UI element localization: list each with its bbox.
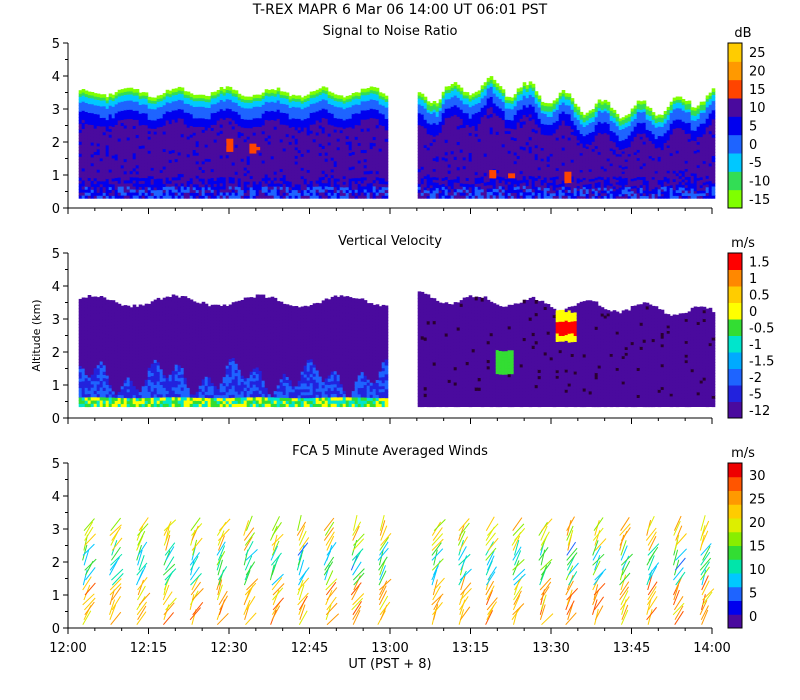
- figure: T-REX MAPR 6 Mar 06 14:00 UT 06:01 PST 0…: [0, 0, 800, 700]
- snr-cell: [460, 88, 464, 92]
- snr-cell: [502, 89, 506, 93]
- snr-cell: [385, 133, 389, 136]
- y-tick-label: 5: [52, 37, 60, 52]
- snr-cell: [385, 184, 389, 187]
- snr-cell: [286, 93, 290, 97]
- y-tick-label: 1: [52, 169, 60, 184]
- snr-cell: [136, 89, 140, 93]
- snr-cell: [385, 96, 389, 99]
- snr-cell: [385, 158, 389, 161]
- snr-cell: [385, 190, 389, 193]
- snr-field: [79, 76, 716, 199]
- snr-cell: [385, 195, 389, 198]
- snr-cell: [493, 80, 497, 84]
- snr-cell: [385, 121, 389, 124]
- snr-cell: [385, 127, 389, 130]
- snr-cell: [499, 86, 503, 90]
- snr-cell: [385, 107, 389, 110]
- snr-cell: [421, 94, 425, 98]
- snr-cell: [145, 92, 149, 96]
- y-tick-label: 4: [52, 70, 60, 85]
- snr-cell: [385, 113, 389, 116]
- y-tick-label: 2: [52, 136, 60, 151]
- snr-cell: [385, 178, 389, 181]
- figure-canvas: 012345Signal to Noise Ratio dB2520151050-…: [0, 0, 800, 700]
- snr-cell: [385, 138, 389, 141]
- snr-cell: [277, 88, 281, 92]
- snr-cell: [325, 87, 329, 91]
- snr-cell: [466, 92, 470, 96]
- snr-cell: [385, 147, 389, 150]
- snr-cell: [376, 88, 380, 92]
- panel-1-title: Signal to Noise Ratio: [323, 24, 458, 39]
- snr-cell: [235, 90, 239, 94]
- snr-cell: [385, 153, 389, 156]
- snr-cell: [181, 88, 185, 92]
- snr-cell: [385, 101, 389, 104]
- y-tick-label: 3: [52, 103, 60, 118]
- snr-cell: [424, 97, 428, 100]
- snr-cell: [490, 76, 494, 80]
- y-tick-label: 0: [52, 202, 60, 217]
- snr-cell: [385, 170, 389, 173]
- snr-cell: [385, 164, 389, 167]
